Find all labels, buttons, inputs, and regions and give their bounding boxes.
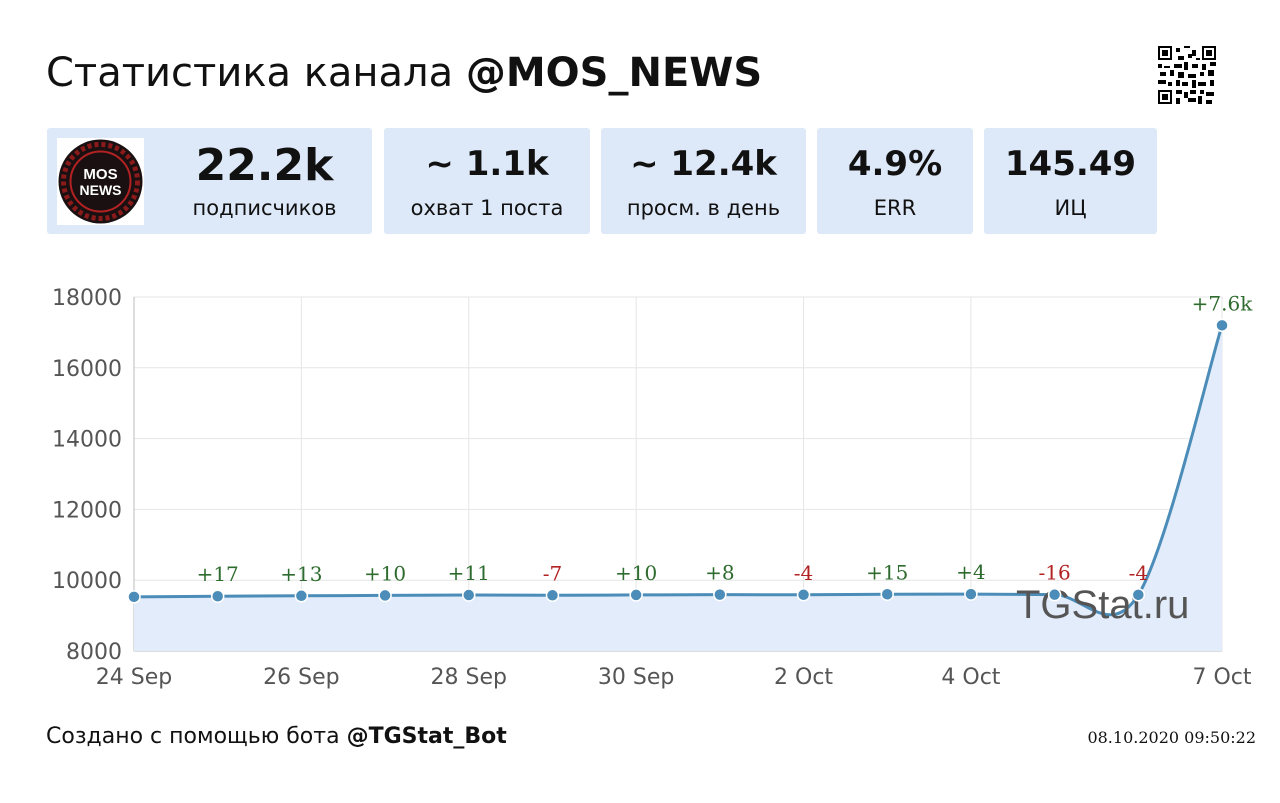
index-value: 145.49 [1004, 144, 1137, 184]
qr-code-icon [1158, 46, 1216, 104]
data-point [127, 590, 141, 604]
stat-card-index: 145.49 ИЦ [984, 128, 1157, 234]
avatar-text-mos: MOS [83, 166, 117, 183]
delta-label: -7 [543, 561, 562, 585]
delta-label: -4 [1129, 561, 1148, 585]
data-point [1131, 588, 1146, 602]
x-tick-label: 2 Oct [774, 665, 833, 690]
subscribers-chart: 8000 10000 12000 14000 16000 18000 24 Sep 26 Se… [52, 286, 1254, 690]
delta-label: +10 [364, 561, 406, 585]
data-point [1215, 318, 1229, 333]
err-value: 4.9% [847, 144, 943, 184]
reach-value: ~ 1.1k [425, 144, 549, 184]
x-tick-label: 7 Oct [1192, 665, 1251, 690]
delta-label: +10 [615, 561, 657, 585]
err-label: ERR [873, 196, 917, 220]
x-tick-label: 28 Sep [431, 665, 507, 690]
stat-card-daily-views: ~ 12.4k просм. в день [601, 128, 806, 234]
data-point [796, 588, 811, 602]
y-tick-label: 10000 [52, 569, 122, 594]
data-point [294, 589, 309, 603]
bot-name: @TGStat_Bot [346, 724, 507, 749]
delta-label: -16 [1039, 561, 1071, 585]
y-tick-label: 16000 [52, 357, 122, 382]
delta-label: +15 [866, 560, 908, 584]
stat-card-err: 4.9% ERR [817, 128, 973, 234]
x-tick-label: 26 Sep [263, 665, 339, 690]
delta-label: +8 [705, 561, 734, 585]
channel-name: @MOS_NEWS [465, 50, 763, 96]
data-point [378, 588, 392, 603]
delta-label: -4 [794, 561, 813, 585]
subscribers-value: 22.2k [195, 140, 334, 191]
data-point [629, 588, 643, 602]
data-point [210, 589, 225, 603]
index-label: ИЦ [1054, 196, 1087, 220]
subscribers-label: подписчиков [192, 196, 337, 220]
delta-label: +11 [448, 561, 490, 585]
delta-label: +13 [280, 562, 322, 586]
channel-avatar: MOS NEWS [57, 138, 144, 225]
plot-area [133, 296, 1223, 652]
data-point [1047, 587, 1062, 602]
series-area [134, 325, 1222, 651]
reach-label: охват 1 поста [410, 196, 564, 220]
x-tick-label: 30 Sep [598, 665, 674, 690]
delta-label: +7.6k [1192, 291, 1254, 315]
y-tick-label: 8000 [66, 640, 122, 665]
delta-label: +17 [197, 562, 239, 586]
data-point [713, 587, 727, 602]
y-tick-label: 12000 [52, 498, 122, 523]
data-point [545, 588, 560, 603]
stat-card-subscribers: MOS NEWS 22.2k подписчиков [47, 128, 372, 234]
daily-views-label: просм. в день [626, 196, 781, 220]
avatar-text-news: NEWS [80, 182, 122, 198]
data-point [964, 587, 978, 601]
y-tick-label: 14000 [52, 428, 122, 453]
watermark: TGStat.ru [1016, 583, 1189, 627]
footer-credit: Создано с помощью бота @TGStat_Bot [46, 724, 507, 749]
page-title: Статистика канала @MOS_NEWS [46, 50, 763, 96]
x-tick-label: 4 Oct [941, 665, 1000, 690]
stat-card-reach: ~ 1.1k охват 1 поста [384, 128, 590, 234]
daily-views-value: ~ 12.4k [630, 144, 777, 184]
x-tick-label: 24 Sep [96, 665, 172, 690]
timestamp: 08.10.2020 09:50:22 [1087, 728, 1256, 747]
delta-label: +4 [956, 560, 985, 584]
data-point [462, 588, 476, 602]
data-point [880, 587, 894, 602]
y-tick-label: 18000 [52, 286, 122, 311]
